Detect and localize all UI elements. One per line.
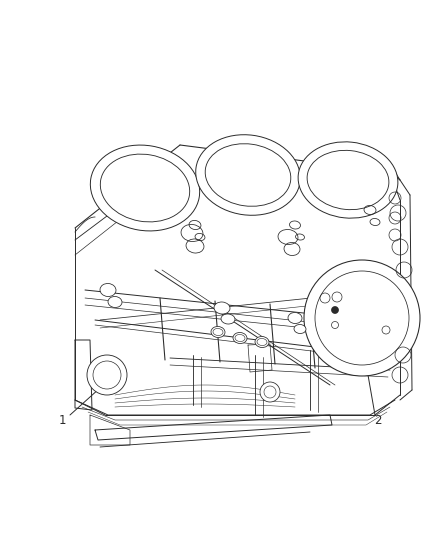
Text: 2: 2	[374, 414, 382, 426]
Ellipse shape	[108, 296, 122, 308]
Ellipse shape	[288, 312, 302, 324]
Polygon shape	[70, 145, 390, 280]
Ellipse shape	[255, 336, 269, 348]
Ellipse shape	[233, 333, 247, 343]
Ellipse shape	[307, 150, 389, 209]
Ellipse shape	[100, 154, 190, 222]
Polygon shape	[275, 175, 400, 420]
Ellipse shape	[221, 314, 235, 324]
Ellipse shape	[211, 327, 225, 337]
Polygon shape	[70, 265, 395, 420]
Circle shape	[87, 355, 127, 395]
Circle shape	[332, 306, 339, 313]
Ellipse shape	[196, 135, 300, 215]
Ellipse shape	[90, 145, 200, 231]
Circle shape	[304, 260, 420, 376]
Ellipse shape	[100, 284, 116, 296]
Ellipse shape	[298, 142, 398, 218]
Text: 1: 1	[58, 414, 66, 426]
Ellipse shape	[205, 144, 291, 206]
Ellipse shape	[294, 325, 306, 334]
Ellipse shape	[214, 302, 230, 314]
Circle shape	[260, 382, 280, 402]
